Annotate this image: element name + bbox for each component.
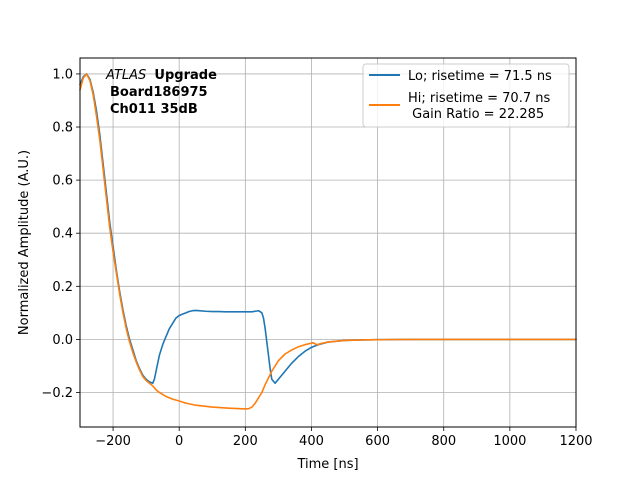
- atlas-label: ATLAS: [105, 68, 146, 83]
- y-tick-label: 0.6: [52, 174, 73, 189]
- x-tick-label: 1000: [493, 434, 526, 449]
- plot-frame: [79, 57, 577, 428]
- x-tick-label: 400: [299, 434, 324, 449]
- x-tick-label: 800: [431, 434, 456, 449]
- legend-label-hi-line: Hi; risetime = 70.7 ns: [408, 91, 550, 106]
- x-tick-label: 600: [365, 434, 390, 449]
- y-axis-label: Normalized Amplitude (A.U.): [17, 150, 32, 335]
- series-lines: [79, 73, 577, 410]
- x-axis-label: Time [ns]: [296, 457, 358, 472]
- upgrade-label: Upgrade: [154, 68, 217, 83]
- legend-box: [362, 63, 570, 128]
- atlas-annotation: ATLAS Upgrade Board186975 Ch011 35dB: [105, 68, 217, 117]
- y-tick-label: 0.2: [52, 280, 73, 295]
- channel-label: Ch011 35dB: [110, 102, 198, 117]
- y-tick-label: 1.0: [52, 67, 73, 82]
- y-ticks: −0.2 0.0 0.2 0.4 0.6 0.8 1.0: [41, 67, 80, 401]
- svg-text:ATLAS Upgrade: ATLAS Upgrade: [105, 68, 217, 83]
- x-tick-label: 1200: [559, 434, 592, 449]
- x-tick-label: 0: [175, 434, 183, 449]
- legend-label-hi-line: Gain Ratio = 22.285: [408, 107, 544, 122]
- y-tick-label: 0.8: [52, 121, 73, 136]
- board-label: Board186975: [110, 85, 208, 100]
- y-tick-label: 0.4: [52, 227, 73, 242]
- x-ticks: −200 0 200 400 600 800 1000 1200: [95, 427, 593, 449]
- legend: Lo; risetime = 71.5 ns Hi; risetime = 70…: [362, 63, 570, 128]
- legend-label-lo: Lo; risetime = 71.5 ns: [408, 69, 552, 84]
- y-tick-label: 0.0: [52, 333, 73, 348]
- y-tick-label: −0.2: [41, 386, 73, 401]
- series-line-hi: [79, 73, 577, 410]
- legend-label-hi: Hi; risetime = 70.7 ns Gain Ratio = 22.2…: [408, 91, 550, 122]
- x-tick-label: 200: [233, 434, 258, 449]
- x-tick-label: −200: [95, 434, 131, 449]
